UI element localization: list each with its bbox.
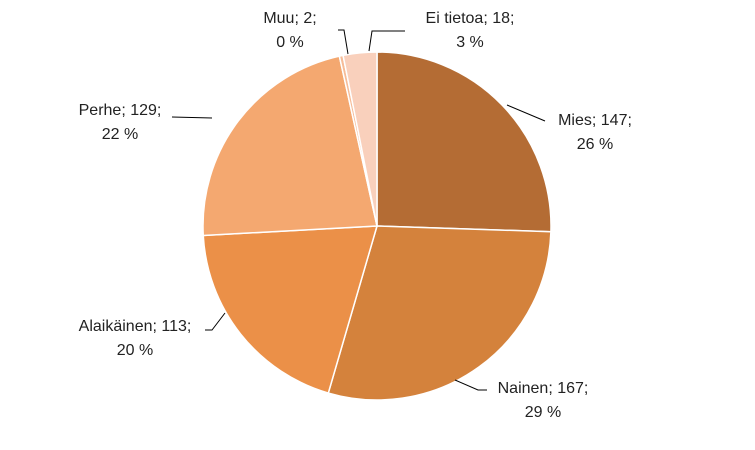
data-label: 20 % <box>117 342 153 359</box>
data-label: 3 % <box>456 34 484 51</box>
data-label: Ei tietoa; 18; <box>426 10 515 27</box>
data-label: Nainen; 167; <box>498 380 589 397</box>
data-label: Perhe; 129; <box>79 102 162 119</box>
leader-line <box>171 116 213 119</box>
data-label: 22 % <box>102 126 138 143</box>
data-label: Mies; 147; <box>558 112 632 129</box>
leader-line <box>454 379 487 391</box>
pie-slice <box>342 51 378 227</box>
leader-line <box>506 104 546 122</box>
leader-line <box>368 30 405 52</box>
data-label: Alaikäinen; 113; <box>79 318 192 335</box>
pie-slice <box>202 225 379 394</box>
pie-slice <box>202 55 378 237</box>
data-label: 0 % <box>276 34 304 51</box>
data-label: 26 % <box>577 136 613 153</box>
leader-line <box>338 29 349 55</box>
pie-slice <box>327 225 552 401</box>
pie-slice <box>376 51 552 233</box>
data-label: 29 % <box>525 404 561 421</box>
data-label: Muu; 2; <box>263 10 316 27</box>
leader-line <box>205 312 226 331</box>
